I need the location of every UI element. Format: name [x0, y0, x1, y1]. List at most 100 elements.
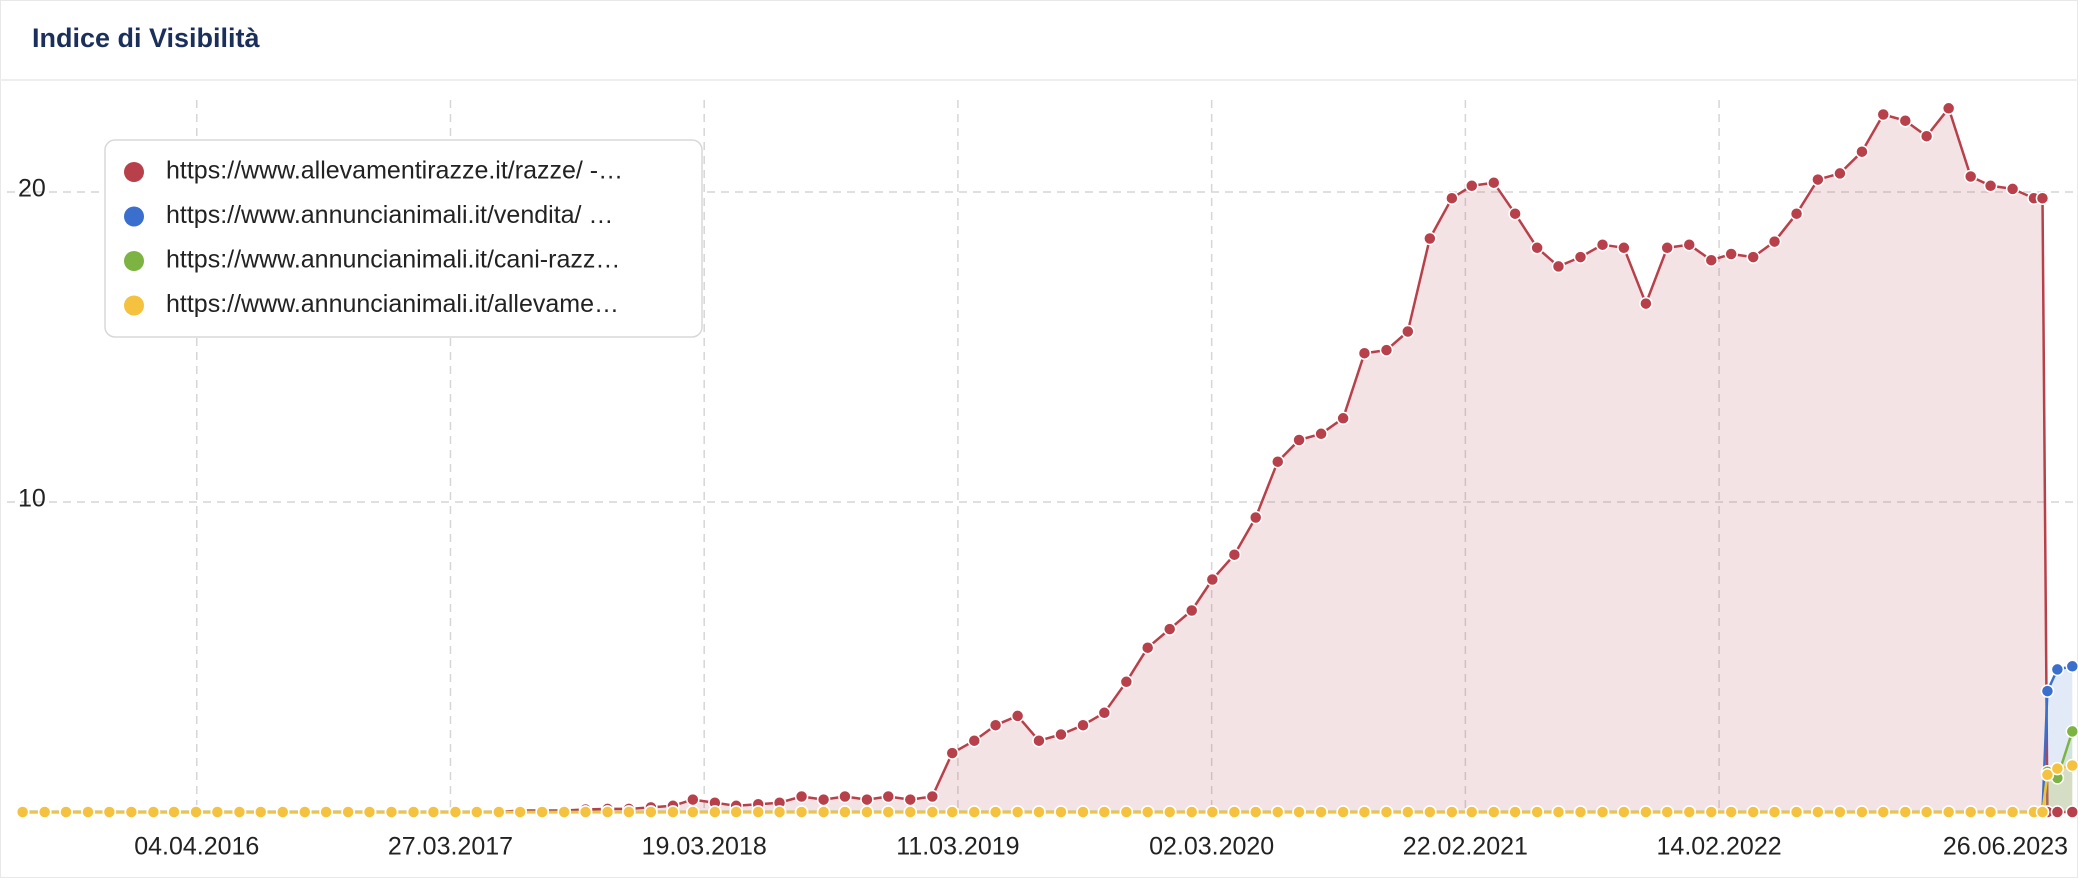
data-point [881, 805, 896, 819]
data-point [1704, 253, 1719, 267]
data-point [1833, 166, 1847, 181]
x-tick-label: 19.03.2018 [642, 833, 767, 861]
legend-label: https://www.annuncianimali.it/allevame… [166, 290, 619, 318]
data-point [1379, 805, 1394, 819]
data-point [1508, 805, 1522, 819]
grid: 10 20 04.04.2016 27.03.2017 19.03.2018 11.03.… [7, 100, 2078, 861]
data-point [253, 805, 268, 819]
data-point [860, 792, 874, 807]
legend-swatch [124, 206, 144, 227]
data-point [1508, 206, 1522, 221]
data-point [1530, 241, 1544, 255]
data-point [1465, 805, 1479, 819]
data-point [1767, 234, 1782, 249]
data-point [686, 805, 700, 819]
data-point [2050, 805, 2065, 819]
data-point [1704, 805, 1719, 819]
data-point [1983, 179, 1998, 193]
data-point [1941, 805, 1956, 819]
data-point [794, 805, 809, 819]
data-point [1445, 191, 1459, 205]
data-point [1076, 805, 1090, 819]
area [22, 108, 2073, 813]
x-tick-label: 26.06.2023 [1943, 833, 2068, 861]
data-point [189, 805, 203, 819]
data-point [492, 805, 506, 819]
data-point [124, 805, 139, 819]
data-point [1162, 622, 1177, 636]
data-point [1140, 805, 1155, 819]
data-point [1401, 324, 1415, 339]
data-point [1855, 144, 1869, 159]
legend-label: https://www.allevamentirazze.it/razze/ -… [166, 157, 623, 185]
data-point [1054, 727, 1068, 742]
x-tick-label: 04.04.2016 [134, 833, 259, 861]
data-point [1746, 805, 1760, 819]
data-point [1617, 241, 1631, 255]
data-point [1336, 805, 1350, 819]
data-point [1941, 101, 1956, 116]
data-point [276, 805, 290, 819]
data-point [1898, 113, 1913, 128]
data-point [1336, 411, 1350, 426]
data-point [1357, 805, 1372, 819]
data-point [1270, 454, 1285, 469]
legend-box [104, 139, 703, 338]
data-point [881, 789, 896, 804]
data-point [1724, 247, 1738, 261]
data-point [1724, 805, 1738, 819]
legend-swatch [124, 162, 144, 182]
data-point [2040, 768, 2055, 782]
data-point [1162, 805, 1177, 819]
data-point [1314, 427, 1328, 441]
data-point [319, 805, 333, 819]
data-point [1833, 805, 1847, 819]
data-point [2035, 805, 2050, 819]
data-point [1314, 805, 1328, 819]
data-point [2005, 805, 2020, 819]
data-point [59, 805, 73, 819]
data-point [1227, 547, 1242, 562]
data-point [1919, 129, 1934, 143]
data-point [1010, 805, 1025, 819]
data-point [666, 805, 680, 819]
data-point [967, 805, 982, 819]
x-tick-label: 14.02.2022 [1657, 833, 1782, 861]
data-point [1379, 343, 1394, 357]
legend-swatch [124, 295, 144, 316]
x-tick-label: 02.03.2020 [1149, 833, 1274, 861]
data-point [838, 805, 852, 819]
data-point [1097, 706, 1112, 720]
data-point [708, 805, 722, 819]
data-point [903, 792, 918, 807]
y-tick-label: 10 [18, 485, 46, 513]
data-point [2050, 761, 2065, 776]
data-point [2035, 191, 2050, 205]
data-point [2040, 684, 2055, 698]
data-point [644, 805, 658, 819]
data-point [298, 805, 312, 819]
x-tick-label: 22.02.2021 [1403, 833, 1528, 861]
data-point [1292, 805, 1306, 819]
data-point [1010, 709, 1025, 723]
data-point [102, 805, 117, 819]
data-point [1811, 172, 1825, 187]
data-point [1465, 179, 1479, 193]
data-point [1423, 231, 1437, 246]
data-point [686, 792, 700, 807]
data-point [1032, 805, 1046, 819]
data-point [341, 805, 355, 819]
data-point [1789, 206, 1804, 221]
data-point [470, 805, 484, 819]
data-point [2065, 758, 2078, 773]
data-point [1054, 805, 1068, 819]
data-point [860, 805, 874, 819]
data-point [1487, 175, 1501, 190]
data-point [1660, 241, 1674, 255]
data-point [1811, 805, 1825, 819]
data-point [557, 805, 571, 819]
data-point [1963, 805, 1978, 819]
data-point [925, 805, 940, 819]
data-point [1595, 805, 1610, 819]
